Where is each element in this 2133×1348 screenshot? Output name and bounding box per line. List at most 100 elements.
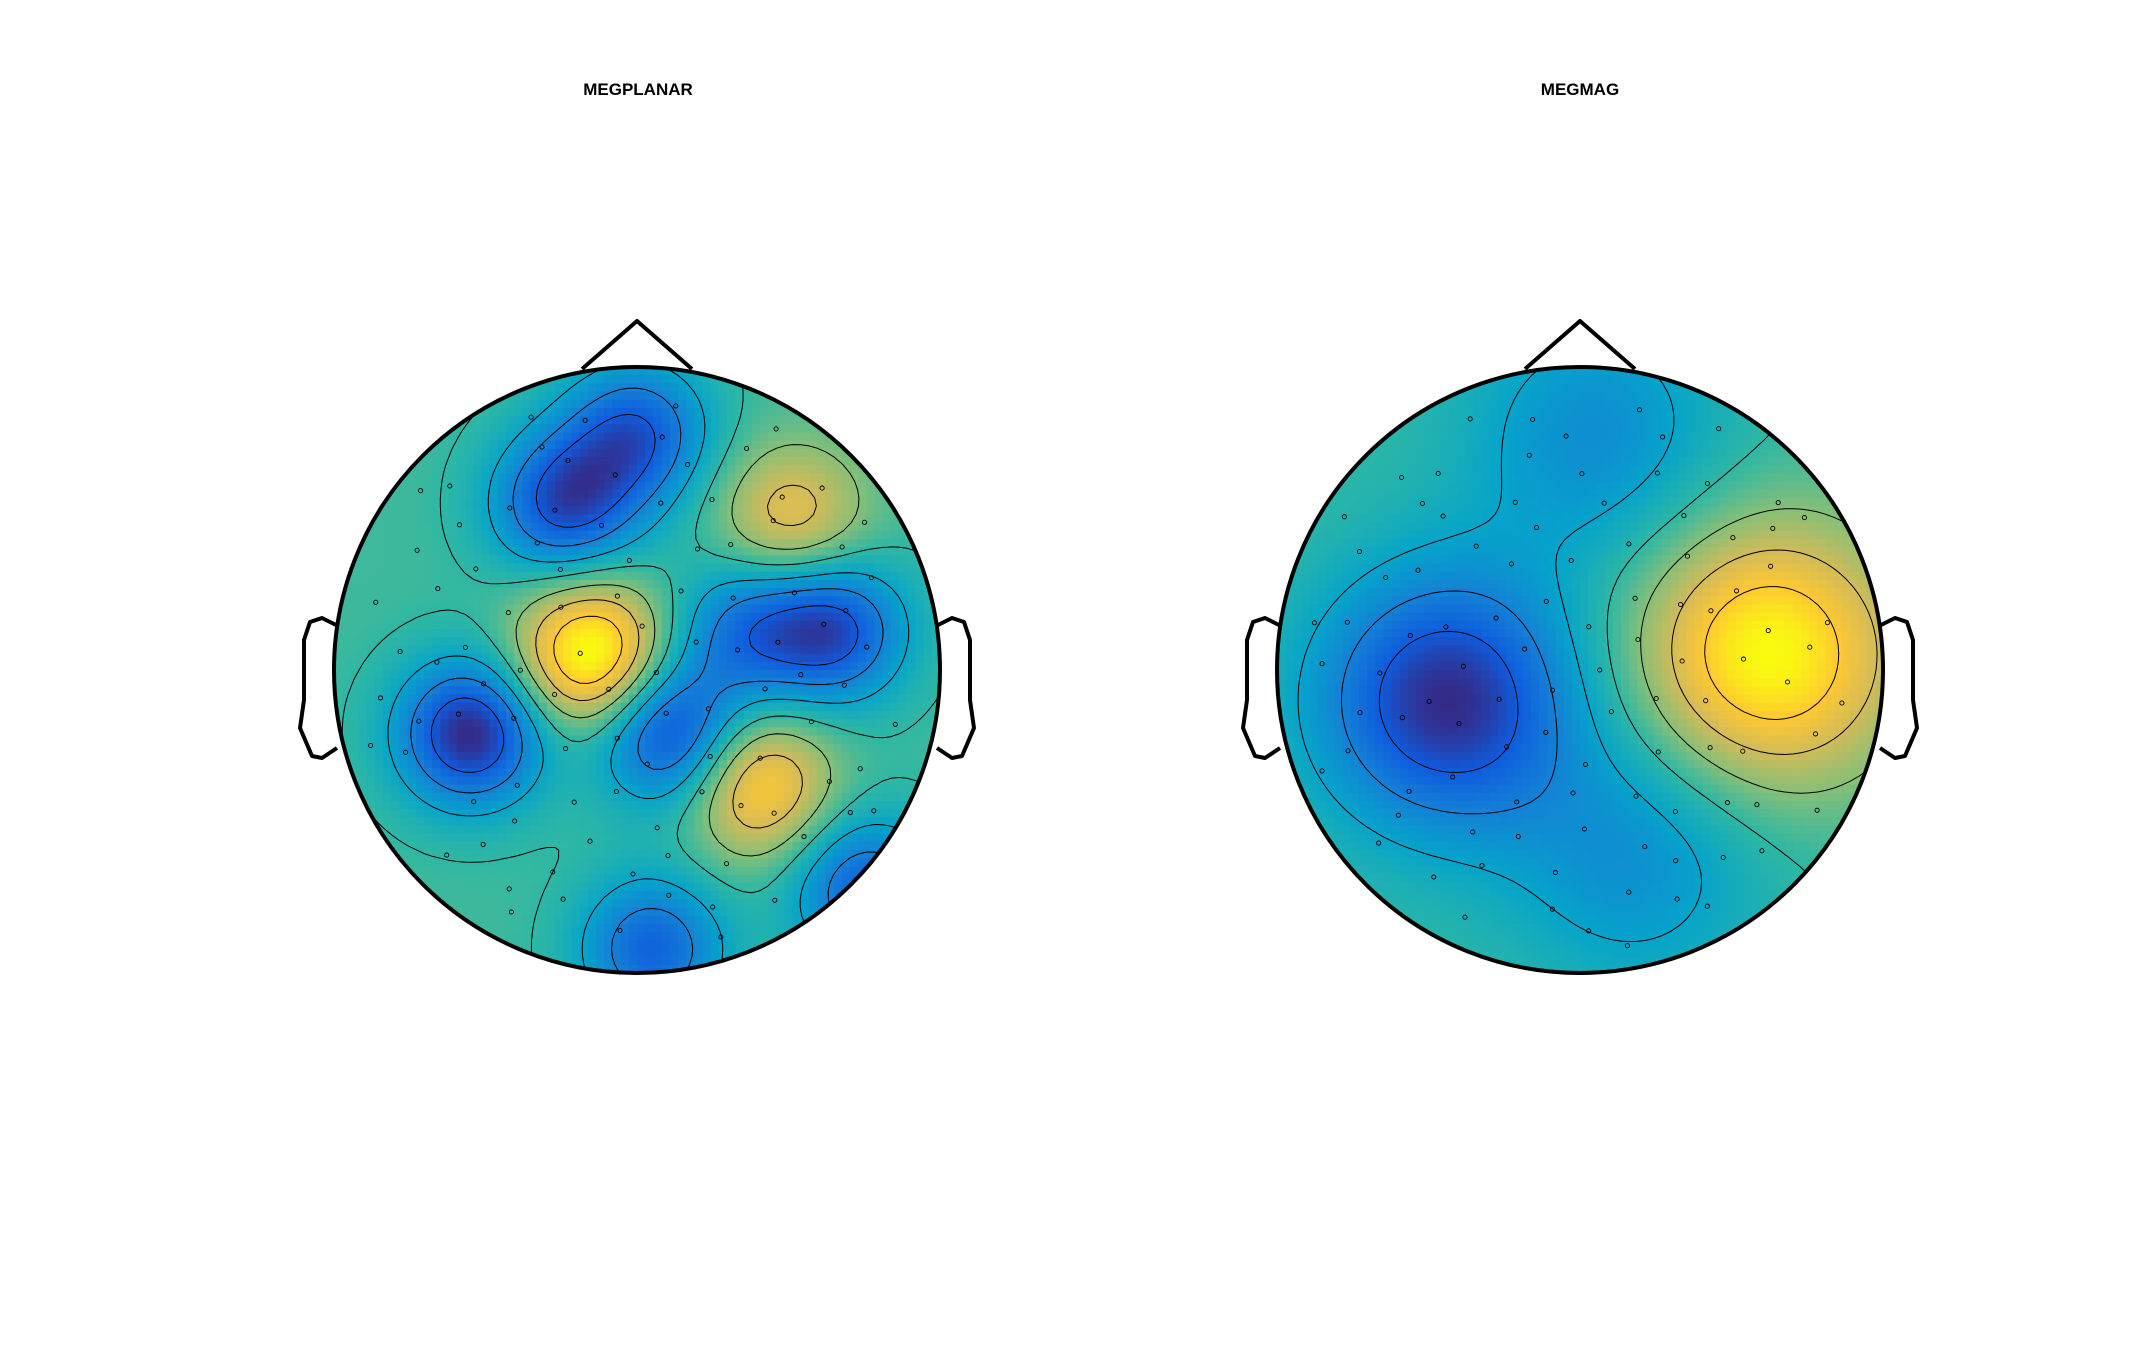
heatmap-cell	[899, 899, 908, 908]
heatmap-cell	[743, 424, 752, 433]
heatmap-cell	[588, 703, 597, 712]
heatmap-cell	[457, 498, 466, 507]
heatmap-cell	[432, 834, 441, 843]
heatmap-cell	[719, 826, 728, 835]
heatmap-cell	[596, 654, 605, 663]
heatmap-cell	[801, 686, 810, 695]
heatmap-cell	[825, 858, 834, 867]
heatmap-cell	[735, 867, 744, 876]
heatmap-cell	[514, 441, 523, 450]
heatmap-cell	[424, 645, 433, 654]
heatmap-cell	[645, 858, 654, 867]
heatmap-cell	[784, 686, 793, 695]
heatmap-cell	[924, 539, 933, 548]
heatmap-cell	[850, 375, 859, 384]
heatmap-cell	[481, 793, 490, 802]
heatmap-cell	[391, 375, 400, 384]
heatmap-cell	[735, 793, 744, 802]
heatmap-cell	[866, 416, 875, 425]
heatmap-cell	[874, 400, 883, 409]
heatmap-cell	[596, 473, 605, 482]
heatmap-cell	[465, 907, 474, 916]
heatmap-cell	[457, 506, 466, 515]
heatmap-cell	[670, 703, 679, 712]
heatmap-cell	[850, 604, 859, 613]
heatmap-cell	[703, 473, 712, 482]
heatmap-cell	[801, 842, 810, 851]
heatmap-cell	[449, 400, 458, 409]
heatmap-cell	[571, 383, 580, 392]
heatmap-cell	[457, 760, 466, 769]
heatmap-cell	[694, 564, 703, 573]
heatmap-cell	[809, 711, 818, 720]
heatmap-cell	[924, 793, 933, 802]
heatmap-cell	[768, 473, 777, 482]
heatmap-cell	[784, 523, 793, 532]
heatmap-cell	[604, 465, 613, 474]
heatmap-cell	[850, 785, 859, 794]
heatmap-cell	[555, 637, 564, 646]
heatmap-cell	[367, 793, 376, 802]
heatmap-cell	[563, 703, 572, 712]
heatmap-cell	[588, 637, 597, 646]
heatmap-cell	[891, 637, 900, 646]
heatmap-cell	[416, 907, 425, 916]
heatmap-cell	[457, 482, 466, 491]
heatmap-cell	[408, 596, 417, 605]
heatmap-cell	[801, 596, 810, 605]
heatmap-cell	[580, 588, 589, 597]
heatmap-cell	[481, 580, 490, 589]
heatmap-cell	[784, 539, 793, 548]
heatmap-cell	[547, 760, 556, 769]
heatmap-cell	[571, 834, 580, 843]
heatmap-cell	[735, 899, 744, 908]
heatmap-cell	[874, 793, 883, 802]
heatmap-cell	[768, 768, 777, 777]
heatmap-cell	[776, 506, 785, 515]
heatmap-cell	[866, 670, 875, 679]
heatmap-cell	[465, 490, 474, 499]
heatmap-cell	[915, 613, 924, 622]
heatmap-cell	[621, 654, 630, 663]
heatmap-cell	[580, 858, 589, 867]
heatmap-cell	[555, 785, 564, 794]
heatmap-cell	[555, 547, 564, 556]
heatmap-cell	[678, 621, 687, 630]
heatmap-cell	[342, 858, 351, 867]
heatmap-cell	[874, 875, 883, 884]
heatmap-cell	[637, 555, 646, 564]
heatmap-cell	[473, 424, 482, 433]
heatmap-cell	[834, 826, 843, 835]
heatmap-cell	[449, 875, 458, 884]
heatmap-cell	[400, 367, 409, 376]
heatmap-cell	[760, 441, 769, 450]
heatmap-cell	[408, 506, 417, 515]
heatmap-cell	[522, 916, 531, 925]
heatmap-cell	[596, 588, 605, 597]
heatmap-cell	[408, 449, 417, 458]
heatmap-cell	[793, 465, 802, 474]
heatmap-cell	[915, 416, 924, 425]
heatmap-cell	[424, 506, 433, 515]
heatmap-cell	[342, 662, 351, 671]
heatmap-cell	[596, 744, 605, 753]
heatmap-cell	[547, 842, 556, 851]
heatmap-cell	[801, 449, 810, 458]
heatmap-cell	[694, 375, 703, 384]
heatmap-cell	[678, 400, 687, 409]
heatmap-cell	[809, 473, 818, 482]
heatmap-cell	[506, 834, 515, 843]
heatmap-cell	[891, 392, 900, 401]
heatmap-cell	[449, 383, 458, 392]
heatmap-cell	[539, 695, 548, 704]
heatmap-cell	[850, 719, 859, 728]
heatmap-cell	[907, 809, 916, 818]
heatmap-cell	[694, 498, 703, 507]
heatmap-cell	[350, 637, 359, 646]
heatmap-cell	[703, 441, 712, 450]
heatmap-cell	[752, 834, 761, 843]
heatmap-cell	[817, 760, 826, 769]
heatmap-cell	[580, 875, 589, 884]
heatmap-cell	[858, 744, 867, 753]
heatmap-cell	[571, 547, 580, 556]
